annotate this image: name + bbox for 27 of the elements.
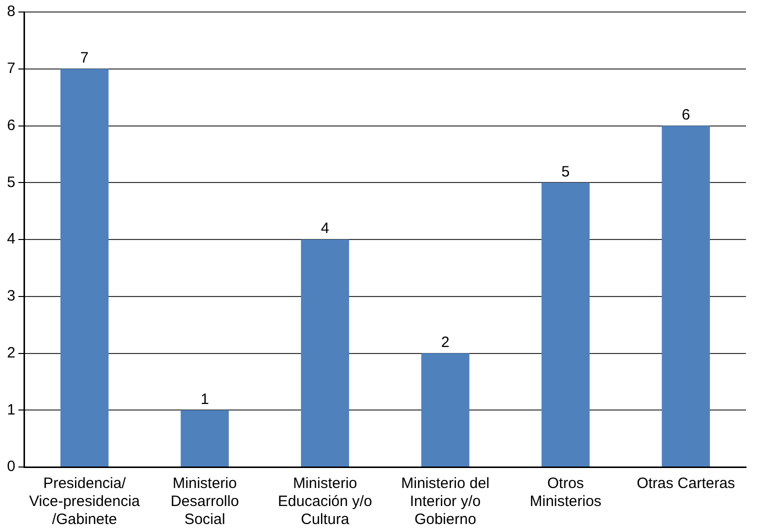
y-tick-label: 0	[7, 458, 16, 476]
y-tick-label: 8	[7, 3, 16, 20]
x-tick-label: Otros Ministerios	[530, 475, 602, 510]
data-label: 5	[561, 163, 570, 180]
x-tick-label: Otras Carteras	[636, 475, 736, 492]
y-tick-label: 3	[7, 288, 16, 305]
y-tick-label: 7	[7, 60, 16, 78]
bar	[662, 126, 710, 466]
data-label: 4	[320, 220, 330, 238]
y-tick-label: 2	[7, 344, 16, 362]
x-tick-label: Ministerio del Interior y/o Gobierno	[401, 475, 490, 528]
x-tick-label: Ministerio Educación y/o Cultura	[278, 475, 372, 528]
bar	[180, 410, 229, 466]
x-tick-label: Presidencia/Vice-presidencia/Gabinete	[29, 475, 140, 528]
data-label: 6	[682, 106, 690, 124]
x-tick-label: Ministerio Desarrollo Social	[170, 475, 239, 528]
data-label: 1	[200, 390, 209, 408]
bar	[300, 240, 350, 466]
data-label: 7	[80, 50, 89, 67]
y-tick-label: 1	[7, 401, 16, 418]
y-tick-label: 4	[7, 230, 16, 248]
bar	[60, 68, 109, 466]
bar	[542, 182, 590, 466]
bar	[421, 353, 470, 466]
data-label: 2	[441, 334, 450, 351]
y-tick-label: 6	[7, 116, 16, 134]
y-tick-label: 5	[7, 174, 16, 191]
